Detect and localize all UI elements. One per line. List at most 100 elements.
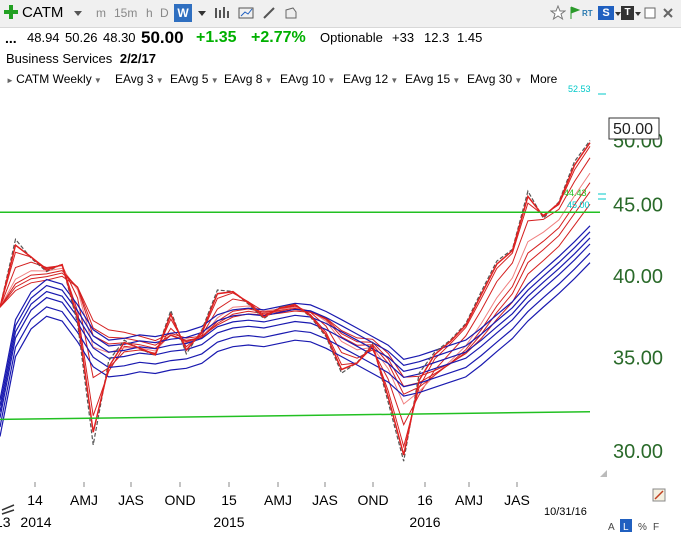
legend-item-price[interactable]: ► CATM Weekly ▼	[6, 72, 102, 86]
notes-icon[interactable]	[284, 6, 298, 20]
timeframe-dropdown-icon[interactable]	[198, 11, 206, 17]
eavg-30-ribbon-line	[0, 225, 591, 400]
x-tick-label: AMJ	[455, 492, 483, 508]
x-tick-label: OND	[357, 492, 388, 508]
level-label-45-00: 45.00	[567, 200, 590, 210]
window-restore-icon[interactable]	[644, 7, 656, 19]
eavg-8-line	[0, 172, 591, 405]
sector-line: Business Services 2/2/17	[6, 51, 156, 67]
x-axis: 14 AMJ JAS OND 15 AMJ JAS OND 16 AMJ JAS	[27, 482, 530, 508]
alert-flag-icon[interactable]	[570, 6, 580, 20]
sector-date: 2/2/17	[119, 51, 156, 66]
edit-pencil-icon[interactable]	[652, 488, 666, 502]
eavg-30-ribbon-line	[0, 262, 591, 437]
timeframe-minute[interactable]: m	[96, 6, 106, 20]
y-tick-label: 40.00	[613, 266, 663, 288]
x-tick-label: JAS	[504, 492, 530, 508]
eavg-12-line	[0, 191, 591, 387]
legend-item-eavg-10[interactable]: EAvg 10 ▼	[280, 72, 336, 86]
indicators-icon[interactable]	[238, 6, 254, 20]
scale-fit-button[interactable]: F	[653, 522, 659, 533]
level-label-44-43: 44.43	[564, 188, 587, 198]
legend-item-eavg-3[interactable]: EAvg 3 ▼	[115, 72, 164, 86]
y-tick-label: 35.00	[613, 347, 663, 369]
add-symbol-icon[interactable]	[4, 5, 18, 19]
x-tick-label: OND	[164, 492, 195, 508]
scale-log-label: L	[623, 522, 629, 533]
last-price-label: 50.00	[613, 121, 653, 138]
year-label: 13	[0, 514, 11, 530]
s-button[interactable]: S	[598, 6, 614, 20]
scale-arithmetic-button[interactable]: A	[608, 522, 615, 533]
legend-dropdown-icon: ▼	[91, 76, 102, 85]
legend-dropdown-icon: ▼	[262, 76, 273, 85]
year-label: 2016	[409, 514, 440, 530]
realtime-badge[interactable]: RT	[582, 9, 593, 18]
quote-field-3: 1.45	[457, 30, 483, 45]
legend-item-eavg-5[interactable]: EAvg 5 ▼	[170, 72, 219, 86]
legend-dropdown-icon: ▼	[388, 76, 399, 85]
legend-more-button[interactable]: More	[530, 72, 558, 86]
high-price: 50.26	[65, 30, 98, 45]
x-tick-label: AMJ	[70, 492, 98, 508]
x-tick-label: JAS	[312, 492, 338, 508]
x-tick-label: JAS	[118, 492, 144, 508]
legend-marker-icon: ►	[6, 76, 17, 85]
level-label-52-53: 52.53	[568, 84, 591, 94]
scale-percent-button[interactable]: %	[638, 522, 647, 533]
eavg-3-line	[0, 142, 591, 456]
legend-dropdown-icon: ▼	[325, 76, 336, 85]
quote-bar: ... 48.94 50.26 48.30 50.00 +1.35 +2.77%…	[0, 27, 681, 49]
eavg-10-line	[0, 182, 591, 395]
open-price: 48.94	[27, 30, 60, 45]
legend-item-eavg-30[interactable]: EAvg 30 ▼	[467, 72, 523, 86]
year-label: 2015	[213, 514, 244, 530]
timeframe-week-button[interactable]: W	[174, 4, 192, 22]
resize-corner-icon[interactable]	[600, 470, 607, 477]
date-label: 10/31/16	[544, 506, 587, 518]
last-price: 50.00	[141, 28, 184, 47]
eavg-30-ribbon-line	[0, 231, 591, 406]
dropdown-arrow-icon[interactable]	[74, 11, 82, 17]
legend-item-eavg-8[interactable]: EAvg 8 ▼	[224, 72, 273, 86]
eavg-30-ribbon-line	[0, 237, 591, 412]
t-button[interactable]: T	[621, 6, 634, 20]
symbol-input[interactable]: CATM	[22, 4, 64, 21]
eavg-30-ribbon-line	[0, 243, 591, 418]
star-icon[interactable]	[550, 5, 566, 21]
eavg-30-ribbon-line	[0, 252, 591, 428]
scroll-left-icon[interactable]	[1, 504, 15, 515]
timeframe-day[interactable]: D	[160, 6, 169, 20]
year-label: 2014	[20, 514, 51, 530]
chart-toolbar: CATM m 15m h D W RT S T	[0, 0, 681, 28]
draw-tool-icon[interactable]	[262, 6, 276, 20]
price-axis-marker-icon	[598, 193, 606, 200]
x-tick-label: 16	[417, 492, 433, 508]
legend-dropdown-icon: ▼	[450, 76, 461, 85]
scale-log-button[interactable]	[620, 519, 632, 532]
legend-item-eavg-12[interactable]: EAvg 12 ▼	[343, 72, 399, 86]
timeframe-hour[interactable]: h	[146, 6, 153, 20]
optionable-label: Optionable	[320, 30, 383, 45]
quote-menu-ellipsis[interactable]: ...	[5, 30, 17, 46]
net-change: +1.35	[196, 29, 237, 46]
x-tick-label: 15	[221, 492, 237, 508]
legend-dropdown-icon: ▼	[153, 76, 164, 85]
last-price-box	[608, 117, 660, 140]
x-tick-label: 14	[27, 492, 43, 508]
chart-legend: ► CATM Weekly ▼ EAvg 3 ▼ EAvg 5 ▼ EAvg 8…	[0, 70, 610, 88]
year-labels: 13 2014 2015 2016	[0, 514, 441, 530]
legend-dropdown-icon: ▼	[208, 76, 219, 85]
close-icon[interactable]	[662, 7, 674, 19]
bar-chart-style-icon[interactable]	[214, 6, 230, 20]
percent-change: +2.77%	[251, 29, 306, 46]
x-tick-label: AMJ	[264, 492, 292, 508]
legend-item-eavg-15[interactable]: EAvg 15 ▼	[405, 72, 461, 86]
timeframe-15-minute[interactable]: 15m	[114, 6, 138, 20]
legend-dropdown-icon: ▼	[512, 76, 523, 85]
support-trendline	[0, 410, 591, 421]
t-dropdown-icon[interactable]	[635, 12, 641, 16]
s-dropdown-icon[interactable]	[615, 12, 621, 16]
